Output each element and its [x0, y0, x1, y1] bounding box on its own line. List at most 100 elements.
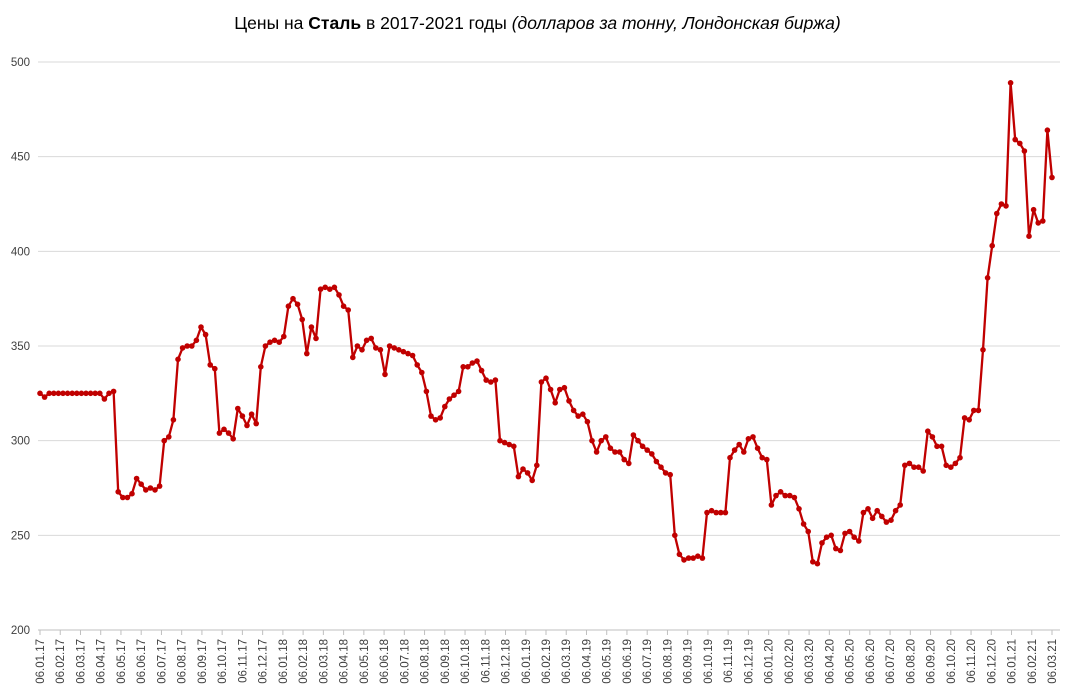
data-point-marker: [120, 494, 126, 501]
data-point-marker: [662, 470, 669, 476]
data-point-marker: [437, 415, 444, 421]
x-axis-label: 06.03.19: [561, 639, 573, 684]
data-point-marker: [1012, 136, 1018, 143]
data-point-marker: [957, 454, 963, 461]
data-point-marker: [911, 464, 917, 471]
data-point-marker: [883, 519, 890, 525]
x-axis-label: 06.10.18: [460, 639, 472, 684]
x-axis-label: 06.09.17: [197, 639, 209, 684]
x-axis-label: 06.09.20: [926, 639, 938, 684]
data-point-marker: [492, 377, 499, 383]
data-point-marker: [552, 400, 558, 406]
data-point-marker: [920, 468, 926, 474]
data-point-marker: [952, 460, 959, 467]
data-point-marker: [368, 335, 375, 342]
data-point-marker: [975, 407, 982, 414]
data-point-marker: [345, 307, 352, 313]
data-point-marker: [727, 454, 733, 461]
data-point-marker: [428, 413, 434, 419]
data-point-marker: [271, 337, 278, 344]
x-axis-label: 06.04.20: [824, 639, 836, 684]
data-point-marker: [980, 347, 986, 353]
data-point-marker: [359, 347, 365, 353]
data-point-marker: [791, 494, 798, 501]
data-point-marker: [915, 464, 922, 471]
data-point-marker: [488, 379, 494, 385]
x-axis-label: 06.03.20: [804, 639, 816, 684]
data-point-marker: [833, 545, 839, 552]
data-point-marker: [322, 284, 329, 291]
data-point-marker: [253, 420, 259, 427]
data-point-marker: [543, 375, 549, 382]
data-point-marker: [984, 275, 991, 281]
data-point-marker: [97, 390, 103, 397]
data-point-marker: [1007, 80, 1014, 86]
data-point-marker: [570, 407, 577, 414]
data-point-marker: [501, 439, 508, 446]
chart-title: Цены на Сталь в 2017-2021 годы (долларов…: [0, 13, 1075, 34]
data-point-marker: [294, 301, 301, 308]
x-axis-label: 06.11.17: [237, 639, 249, 683]
data-point-marker: [483, 377, 490, 383]
x-axis-label: 06.02.19: [541, 639, 553, 684]
x-axis-label: 06.06.20: [865, 639, 877, 684]
data-point-marker: [842, 530, 848, 537]
data-point-marker: [888, 517, 894, 523]
data-point-marker: [681, 557, 687, 563]
data-point-marker: [267, 339, 273, 346]
data-point-marker: [630, 432, 637, 438]
data-point-marker: [92, 390, 98, 397]
data-point-marker: [386, 343, 393, 349]
data-point-marker: [584, 418, 591, 425]
data-point-marker: [644, 447, 650, 453]
title-subject: Сталь: [308, 13, 362, 33]
data-point-marker: [998, 201, 1005, 207]
data-point-marker: [906, 460, 913, 467]
data-point-marker: [745, 436, 752, 442]
x-axis-label: 06.12.19: [743, 639, 755, 684]
data-point-marker: [55, 390, 62, 397]
data-point-marker: [860, 509, 867, 516]
data-point-marker: [805, 528, 811, 535]
y-axis-label: 250: [11, 530, 30, 542]
data-point-marker: [331, 284, 338, 291]
data-point-marker: [216, 430, 223, 436]
data-point-marker: [800, 521, 807, 527]
data-point-marker: [64, 390, 71, 397]
data-point-marker: [207, 362, 213, 368]
title-note: (долларов за тонну, Лондонская биржа): [511, 13, 841, 33]
data-point-marker: [202, 331, 209, 338]
data-point-marker: [1035, 220, 1041, 226]
data-point-marker: [175, 356, 181, 363]
y-axis-label: 300: [11, 436, 30, 448]
title-prefix: Цены на: [234, 13, 309, 33]
data-point-marker: [1049, 174, 1055, 181]
data-point-marker: [534, 462, 540, 469]
data-point-marker: [391, 345, 398, 351]
x-axis-label: 06.10.19: [703, 639, 715, 684]
data-point-marker: [193, 337, 200, 344]
x-axis-label: 06.01.19: [521, 639, 533, 684]
x-axis-label: 06.08.19: [662, 639, 674, 684]
data-point-marker: [828, 532, 834, 539]
x-axis-label: 06.10.20: [946, 639, 958, 684]
data-point-marker: [405, 350, 411, 357]
data-point-marker: [934, 443, 940, 450]
x-axis-label: 06.11.20: [966, 639, 978, 683]
data-point-marker: [777, 489, 784, 495]
data-point-marker: [658, 464, 664, 471]
data-point-marker: [133, 475, 140, 482]
x-axis-label: 06.05.17: [116, 639, 128, 684]
data-point-marker: [336, 292, 342, 298]
x-axis-label: 06.10.17: [217, 639, 229, 684]
x-axis-label: 06.11.19: [723, 639, 735, 683]
data-point-marker: [547, 386, 554, 393]
x-axis-label: 06.09.19: [683, 639, 695, 684]
data-point-marker: [37, 390, 43, 397]
data-point-marker: [1030, 206, 1037, 213]
x-axis-label: 06.07.19: [642, 639, 654, 684]
data-point-marker: [129, 490, 135, 497]
x-axis-label: 06.11.18: [480, 639, 492, 683]
data-point-marker: [865, 506, 871, 512]
